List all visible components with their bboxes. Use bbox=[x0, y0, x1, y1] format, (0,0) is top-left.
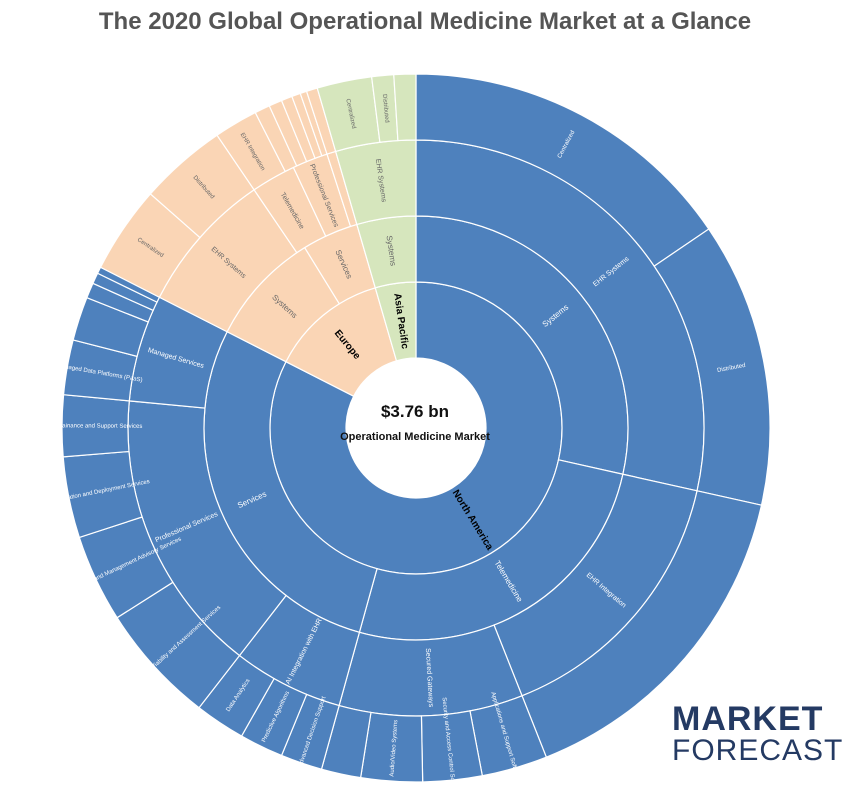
label-na-audio: Audio/Video Systems bbox=[389, 720, 399, 777]
market-forecast-logo: MARKET FORECAST bbox=[672, 700, 844, 767]
center-hole bbox=[346, 358, 486, 498]
segments-layer bbox=[61, 73, 771, 783]
chart-title: The 2020 Global Operational Medicine Mar… bbox=[98, 8, 752, 35]
label-ap-distrib: Distributed bbox=[381, 94, 390, 123]
logo-word-forecast: FORECAST bbox=[672, 734, 844, 767]
logo-word-market: MARKET bbox=[672, 700, 824, 738]
center-total-value: $3.76 bn bbox=[380, 402, 450, 421]
segment-ap-l4c bbox=[393, 73, 417, 142]
label-na-distrib: Distributed bbox=[717, 363, 746, 374]
center-total-label: Operational Medicine Market bbox=[340, 431, 490, 443]
label-na-secgw: Secured Gateways bbox=[424, 648, 434, 708]
label-ap-sys: Systems bbox=[385, 235, 398, 267]
label-na-maint: Maintainance and Support Services bbox=[48, 423, 143, 430]
